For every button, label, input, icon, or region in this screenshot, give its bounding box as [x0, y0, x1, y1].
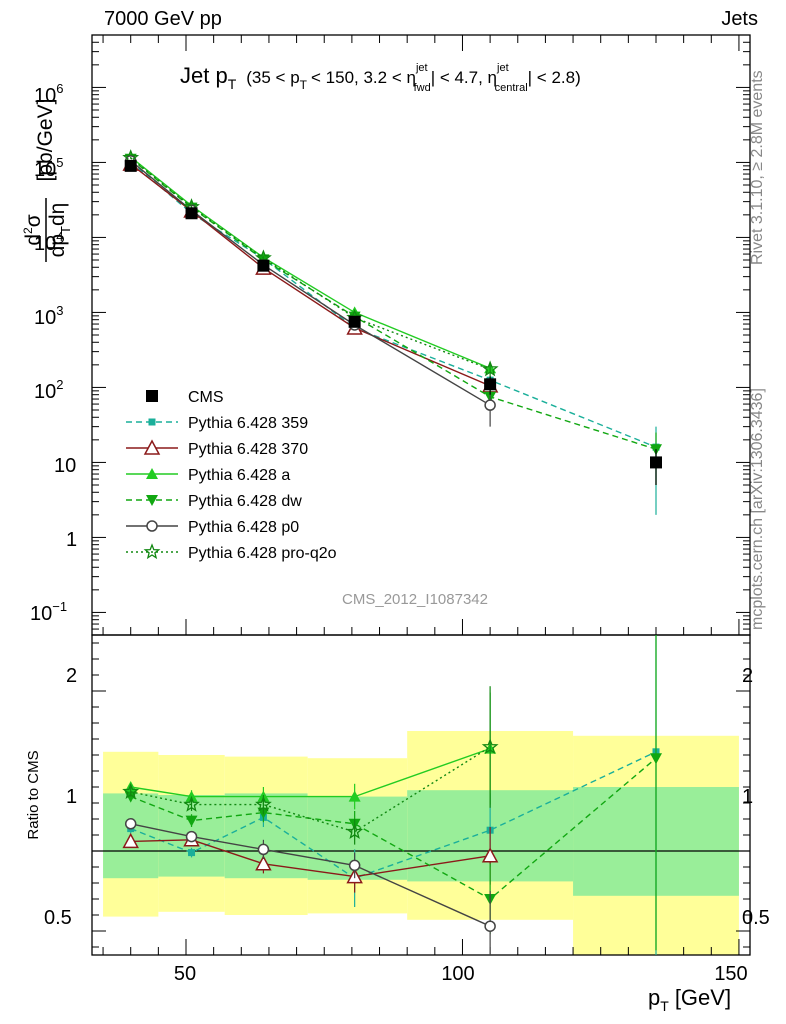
- ratio-series-point-pdw-5: [650, 753, 662, 765]
- ratio-series-point-pq2o-4: [481, 738, 499, 755]
- legend-marker-cms: [146, 390, 158, 402]
- main-series-point-cms-3: [348, 315, 361, 328]
- ratio-series-point-pq2o-0: [122, 783, 140, 799]
- ratio-series-point-p370-4: [481, 847, 499, 863]
- legend-item-p359: Pythia 6.428 359: [126, 415, 308, 432]
- legend-marker-p370: [143, 439, 161, 455]
- x-tick-label-150: 150: [714, 963, 747, 985]
- ratio-series-series-pp0: [124, 818, 496, 955]
- main-series-series-pq2o: [122, 149, 499, 378]
- svg-text:d2σ: d2σ: [21, 214, 45, 245]
- ratio-tick-label-2: 2: [66, 665, 77, 687]
- y-tick-label-10: 10: [54, 455, 76, 477]
- main-y-label: d2σ dpTdη [pb/GeV]: [21, 99, 73, 262]
- main-series-point-cms-2: [257, 259, 270, 272]
- main-series-point-pq2o-4: [481, 360, 499, 377]
- main-series-series-p370: [122, 155, 499, 393]
- main-series-series-p359: [127, 158, 660, 515]
- legend-item-pp0: Pythia 6.428 p0: [126, 519, 299, 536]
- main-series-series-pdw: [124, 153, 662, 485]
- main-series-line-pa: [130, 156, 491, 369]
- ratio-series-point-pp0-2: [257, 843, 270, 856]
- main-series-point-cms-5: [650, 456, 662, 469]
- ratio-tick-label-right-0p5: 0.5: [742, 907, 770, 929]
- y-tick-label-1e5: 105: [34, 155, 63, 181]
- mcplots-label: mcplots.cern.ch [arXiv:1306.3436]: [749, 388, 766, 630]
- ratio-tick-label-right-2: 2: [742, 665, 753, 687]
- ratio-series-line-pq2o: [130, 746, 491, 833]
- svg-text:[pb/GeV]: [pb/GeV]: [34, 99, 57, 182]
- main-series-line-p359: [130, 161, 657, 448]
- x-tick-labels: 50 100 150: [174, 963, 748, 985]
- main-series-point-cms-4: [484, 378, 497, 391]
- main-series-line-p370: [130, 163, 491, 387]
- y-tick-label-1e4: 104: [34, 229, 63, 255]
- y-tick-label-1e-1: 10−1: [30, 599, 67, 625]
- ratio-series-point-pp0-0: [124, 818, 137, 830]
- rivet-label: Rivet 3.1.10, ≥ 2.8M events: [749, 70, 766, 265]
- legend-marker-pp0: [146, 520, 158, 532]
- analysis-watermark: CMS_2012_I1087342: [342, 591, 488, 608]
- y-tick-label-1e2: 102: [34, 377, 63, 403]
- ratio-series-line-p359: [130, 751, 657, 879]
- legend-label-pdw: Pythia 6.428 dw: [188, 493, 302, 510]
- ratio-y-tick-labels-right: 0.5 1 2: [742, 665, 770, 929]
- ratio-series-point-pp0-4: [484, 920, 496, 932]
- x-tick-label-50: 50: [174, 963, 196, 985]
- ratio-series-point-pdw-1: [185, 815, 198, 827]
- legend-marker-pdw: [146, 495, 158, 506]
- ratio-series-point-pq2o-1: [183, 795, 200, 812]
- ratio-series-series-pq2o: [122, 686, 499, 845]
- x-axis-label: pT [GeV]: [648, 985, 731, 1014]
- ratio-tick-label-1: 1: [66, 786, 77, 808]
- main-series-point-cms-1: [185, 207, 198, 220]
- legend-label-pa: Pythia 6.428 a: [188, 467, 290, 484]
- main-title: Jet pT (35 < pT < 150, 3.2 < ηjet fwd| < 4.…: [180, 62, 581, 94]
- svg-text:dpTdη: dpTdη: [46, 203, 73, 258]
- legend-marker-pq2o: [143, 543, 161, 560]
- y-tick-label-1: 1: [66, 529, 77, 551]
- header-left: 7000 GeV pp: [104, 8, 222, 30]
- main-series-point-cms-0: [124, 159, 137, 172]
- legend-label-p359: Pythia 6.428 359: [188, 415, 308, 432]
- legend-item-p370: Pythia 6.428 370: [126, 439, 308, 458]
- legend-item-cms: CMS: [146, 389, 224, 406]
- ratio-series-point-p359-1: [188, 849, 196, 857]
- legend: CMS Pythia 6.428 359 Pythia 6.428 370 Pythi…: [126, 389, 337, 562]
- ratio-y-label: Ratio to CMS: [25, 750, 42, 839]
- ratio-series-point-p370-0: [122, 832, 139, 849]
- ratio-frame: [91, 634, 751, 956]
- main-series-point-pp0-4: [484, 399, 496, 411]
- legend-label-pp0: Pythia 6.428 p0: [188, 519, 299, 536]
- main-series-line-pq2o: [130, 157, 491, 370]
- ratio-series-point-pp0-1: [185, 830, 198, 843]
- main-series-line-pp0: [130, 160, 491, 406]
- ratio-series-point-pa-3: [348, 790, 361, 802]
- header-right: Jets: [721, 8, 758, 30]
- y-tick-label-1e3: 103: [34, 303, 63, 329]
- legend-label-cms: CMS: [188, 389, 224, 406]
- ratio-series-point-p370-2: [255, 855, 272, 871]
- main-series-series-pp0: [124, 155, 496, 427]
- legend-marker-pa: [146, 468, 158, 479]
- ratio-tick-label-0p5: 0.5: [44, 907, 72, 929]
- main-y-tick-labels: 10−1 1 10 102 103 104 105 106: [30, 81, 77, 625]
- legend-marker-p359: [148, 418, 156, 426]
- legend-label-pq2o: Pythia 6.428 pro-q2o: [188, 545, 337, 562]
- x-tick-label-100: 100: [441, 963, 474, 985]
- main-series-series-pa: [124, 151, 497, 375]
- ratio-tick-label-right-1: 1: [742, 786, 753, 808]
- legend-item-pdw: Pythia 6.428 dw: [126, 493, 302, 510]
- main-series-series-cms: [124, 159, 662, 485]
- ratio-series-point-pq2o-3: [346, 822, 364, 839]
- ratio-y-tick-labels-left: 0.5 1 2: [44, 665, 77, 929]
- y-tick-label-1e6: 106: [34, 81, 63, 107]
- ratio-series-point-pp0-3: [348, 859, 361, 872]
- legend-item-pq2o: Pythia 6.428 pro-q2o: [126, 543, 337, 562]
- legend-label-p370: Pythia 6.428 370: [188, 441, 308, 458]
- ratio-series-point-pq2o-2: [255, 795, 272, 812]
- legend-item-pa: Pythia 6.428 a: [126, 467, 290, 484]
